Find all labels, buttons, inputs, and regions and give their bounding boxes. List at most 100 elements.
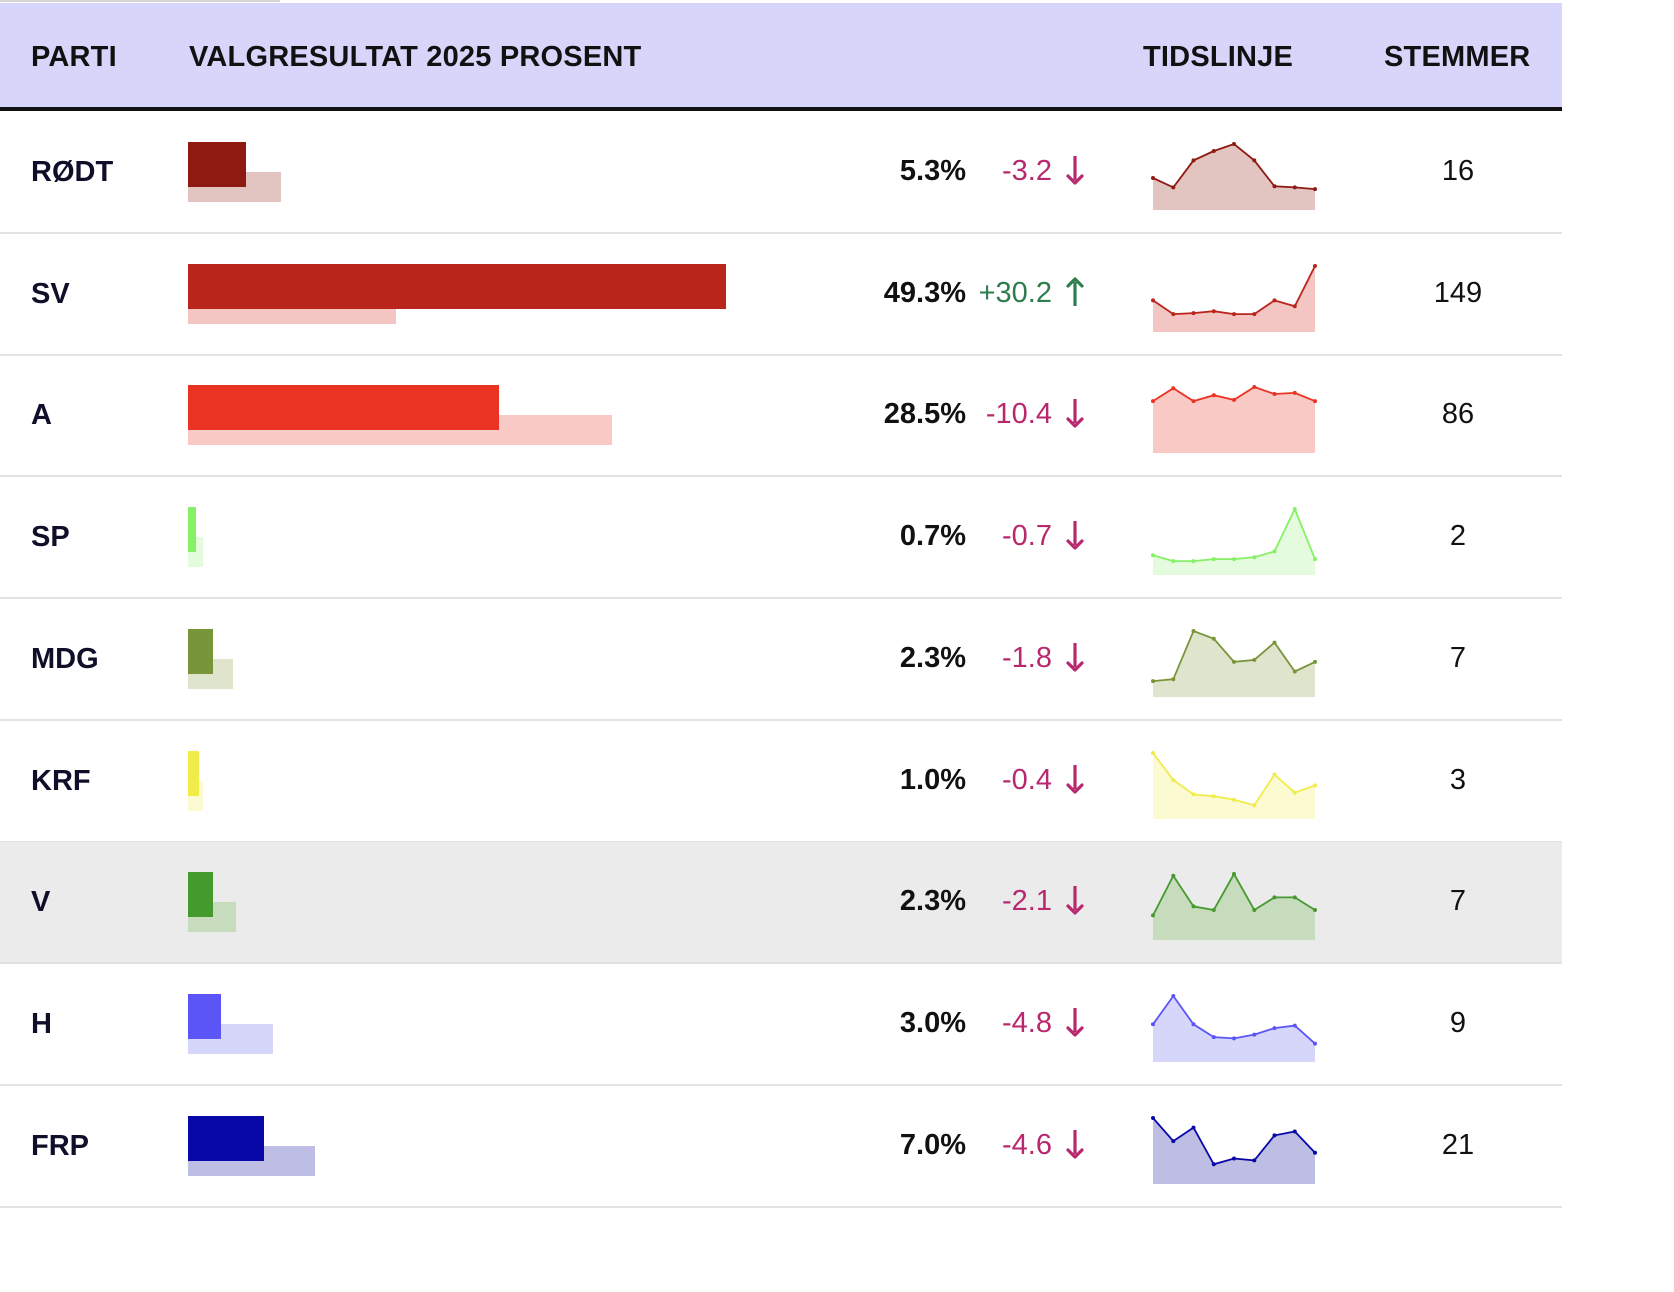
timeline-point: [1292, 1129, 1297, 1134]
party-name: A: [31, 399, 52, 432]
timeline-sparkline: [1151, 385, 1317, 454]
arrow-head: [1066, 904, 1084, 915]
timeline-area: [1153, 144, 1315, 210]
party-name: RØDT: [31, 156, 114, 188]
current-result-bar: [188, 628, 214, 674]
timeline-point: [1272, 549, 1277, 554]
timeline-point: [1191, 559, 1196, 564]
result-percent: 1.0%: [899, 763, 966, 796]
timeline-sparkline: [1151, 263, 1317, 332]
change-value: -4.6: [1002, 1128, 1052, 1161]
timeline-sparkline: [1151, 142, 1317, 210]
current-result-bar: [188, 507, 196, 553]
result-bars: [188, 385, 788, 446]
timeline-point: [1211, 636, 1216, 641]
timeline-sparkline: [1151, 750, 1317, 819]
result-bars: [188, 628, 788, 689]
timeline-point: [1151, 553, 1155, 558]
change-value: -0.7: [1002, 520, 1052, 553]
current-result-bar: [188, 263, 726, 309]
arrow-head: [1066, 782, 1084, 794]
timeline-point: [1313, 1150, 1317, 1155]
timeline-point: [1252, 657, 1257, 662]
result-bars: [188, 507, 788, 568]
timeline-point: [1272, 640, 1277, 645]
table-row: FRP 7.0% -4.6 21: [0, 1086, 1562, 1208]
timeline-point: [1211, 393, 1216, 398]
timeline-point: [1313, 659, 1317, 664]
timeline-point: [1211, 149, 1216, 153]
timeline-point: [1191, 1125, 1196, 1130]
timeline-point: [1272, 1132, 1277, 1137]
change-value: +30.2: [978, 276, 1052, 309]
timeline-point: [1211, 793, 1216, 798]
timeline-point: [1232, 142, 1236, 146]
timeline-point: [1171, 386, 1176, 391]
party-name: H: [31, 1007, 52, 1040]
change-value: -3.2: [1002, 155, 1052, 187]
votes-count: 7: [1449, 641, 1467, 674]
table-row: KRF 1.0% -0.4 3: [0, 721, 1562, 843]
result-bars: [188, 142, 788, 202]
result-percent: 3.0%: [899, 1006, 966, 1039]
party-name: SV: [31, 277, 70, 310]
timeline-point: [1292, 1023, 1297, 1028]
result-bars: [188, 993, 788, 1054]
timeline-point: [1292, 895, 1297, 900]
arrow-head: [1066, 539, 1084, 550]
table-row: RØDT 5.3% -3.2 16: [0, 112, 1562, 234]
arrow-down-icon: [1066, 764, 1084, 794]
timeline-point: [1171, 559, 1176, 564]
current-result-bar: [188, 750, 199, 796]
timeline-point: [1252, 385, 1257, 390]
arrow-down-icon: [1066, 521, 1084, 550]
table-row: V 2.3% -2.1 7: [0, 842, 1562, 965]
result-bars: [188, 263, 788, 324]
arrow-head: [1066, 417, 1084, 428]
timeline-point: [1252, 555, 1257, 560]
timeline-point: [1292, 391, 1297, 396]
arrow-head: [1066, 1026, 1084, 1037]
timeline-point: [1211, 308, 1216, 313]
timeline-point: [1171, 777, 1176, 782]
timeline-point: [1211, 908, 1216, 913]
timeline-point: [1313, 782, 1317, 787]
arrow-down-icon: [1066, 399, 1084, 428]
result-percent: 28.5%: [883, 398, 966, 431]
table-row: A 28.5% -10.4 86: [0, 355, 1562, 478]
header-result: VALGRESULTAT 2025 PROSENT: [189, 41, 642, 73]
timeline-point: [1191, 791, 1196, 796]
timeline-sparkline: [1151, 993, 1317, 1062]
current-result-bar: [188, 142, 246, 187]
timeline-point: [1171, 311, 1176, 316]
arrow-up-icon: [1066, 277, 1084, 306]
table-header: PARTI VALGRESULTAT 2025 PROSENT TIDSLINJ…: [0, 3, 1562, 111]
change-value: -1.8: [1002, 641, 1052, 674]
party-name: FRP: [31, 1129, 89, 1162]
arrow-down-icon: [1066, 886, 1084, 915]
header-timeline: TIDSLINJE: [1143, 41, 1294, 73]
change-value: -4.8: [1002, 1006, 1052, 1039]
timeline-point: [1272, 298, 1277, 303]
change-value: -10.4: [985, 398, 1052, 431]
party-name: V: [31, 886, 51, 919]
timeline-point: [1151, 750, 1155, 755]
timeline-point: [1313, 908, 1317, 913]
timeline-point: [1232, 311, 1236, 316]
timeline-point: [1232, 557, 1236, 562]
timeline-point: [1292, 303, 1297, 308]
result-percent: 7.0%: [899, 1128, 966, 1161]
timeline-point: [1232, 872, 1236, 877]
arrow-down-icon: [1066, 156, 1084, 185]
timeline-point: [1171, 676, 1176, 681]
arrow-head: [1066, 277, 1084, 288]
header-votes: STEMMER: [1384, 41, 1531, 73]
timeline-sparkline: [1151, 1115, 1317, 1184]
timeline-point: [1211, 1161, 1216, 1166]
timeline-point: [1272, 1025, 1277, 1030]
result-percent: 0.7%: [899, 520, 966, 553]
timeline-point: [1171, 993, 1176, 998]
timeline-sparkline: [1151, 628, 1317, 697]
timeline-point: [1232, 1156, 1236, 1161]
timeline-point: [1191, 158, 1196, 163]
